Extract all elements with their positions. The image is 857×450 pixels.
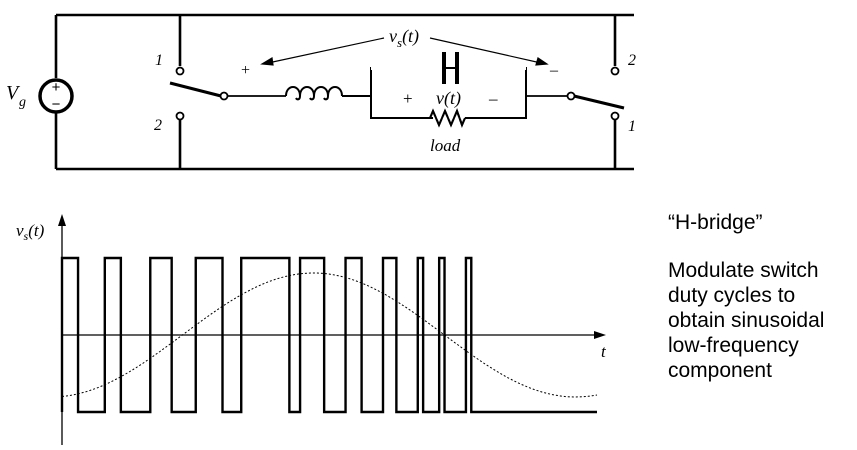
inductor-symbol	[285, 86, 371, 101]
x-axis-arrow	[594, 331, 606, 339]
load-label: load	[430, 136, 461, 155]
left-switch-terminal-1	[175, 66, 185, 76]
source-plus-sign: +	[52, 79, 61, 96]
source-minus-sign: −	[52, 96, 61, 113]
v-label: v(t)	[436, 88, 461, 109]
vs-minus-sign: –	[549, 62, 559, 79]
vs-arrows	[260, 37, 549, 66]
x-axis-label: t	[601, 342, 607, 361]
left-switch-pivot	[219, 91, 229, 101]
sinusoid-curve	[61, 272, 598, 398]
right-switch-terminal-1	[610, 111, 620, 121]
h-bridge-title: “H-bridge”	[668, 211, 763, 234]
right-switch-bottom-label: 1	[628, 118, 636, 135]
y-axis-arrow	[58, 214, 66, 226]
cap-plus-sign: +	[403, 89, 413, 108]
y-axis-label: vs(t)	[16, 221, 45, 243]
left-switch-bottom-label: 2	[154, 117, 162, 134]
h-bridge-description: Modulate switch duty cycles to obtain si…	[668, 259, 825, 382]
voltage-source: + − V g	[6, 78, 74, 114]
left-switch-blade	[169, 81, 222, 98]
capacitor-symbol	[371, 52, 526, 84]
source-label: V	[6, 82, 21, 104]
left-switch	[169, 66, 229, 121]
cap-minus-sign: –	[488, 89, 498, 108]
left-switch-top-label: 1	[155, 52, 163, 69]
circuit	[54, 13, 634, 171]
left-switch-terminal-2	[175, 111, 185, 121]
right-switch-terminal-2	[610, 66, 620, 76]
resistor-zigzag	[429, 108, 466, 128]
waveform-plot: vs(t) t	[16, 214, 607, 445]
switched-waveform	[60, 256, 597, 414]
right-switch-top-label: 2	[628, 52, 636, 69]
right-switch-blade	[573, 94, 625, 110]
vs-plus-sign: +	[241, 62, 250, 79]
vs-label: vs(t)	[389, 26, 419, 50]
right-switch-pivot	[566, 91, 576, 101]
voltage-source-circle	[38, 78, 74, 114]
right-switch	[566, 66, 625, 121]
source-label-sub: g	[19, 95, 26, 110]
